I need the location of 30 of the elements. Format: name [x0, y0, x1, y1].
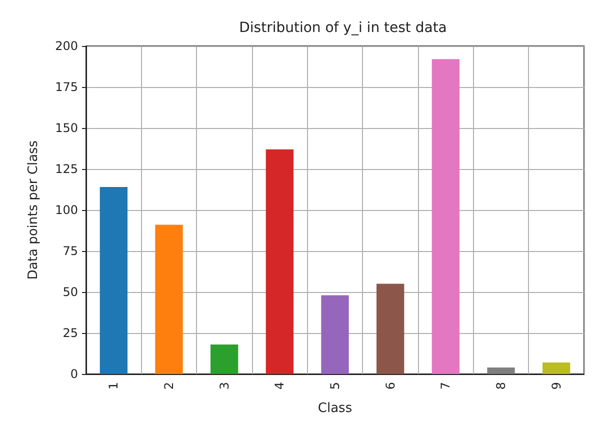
- y-tick-label: 175: [55, 80, 78, 94]
- bar: [321, 295, 349, 374]
- y-tick-label: 25: [62, 326, 78, 340]
- x-tick-label: 7: [438, 382, 453, 390]
- x-tick-label: 8: [494, 382, 508, 390]
- y-tick-label: 100: [55, 203, 78, 217]
- bar: [487, 367, 515, 374]
- y-tick-label: 50: [62, 285, 78, 299]
- bar: [266, 149, 294, 374]
- x-tick-label: 1: [106, 382, 121, 390]
- x-tick-label: 4: [272, 382, 287, 390]
- bar: [432, 59, 460, 374]
- y-tick-label: 150: [55, 121, 78, 135]
- y-tick-label: 0: [70, 367, 78, 381]
- x-tick-label: 3: [217, 382, 232, 390]
- x-tick-label: 9: [549, 382, 564, 390]
- y-tick-label: 125: [55, 162, 78, 176]
- chart-title: Distribution of y_i in test data: [239, 20, 447, 36]
- bar: [542, 362, 570, 374]
- bar: [376, 284, 404, 374]
- bar: [155, 224, 183, 374]
- y-tick-label: 200: [55, 39, 78, 53]
- x-tick-label: 6: [383, 382, 398, 390]
- bar: [100, 187, 128, 374]
- y-axis-title: Data points per Class: [26, 140, 41, 280]
- x-tick-label: 5: [328, 382, 342, 390]
- x-axis-title: Class: [318, 401, 352, 416]
- x-tick-label: 2: [162, 382, 176, 390]
- bar: [210, 344, 238, 374]
- y-tick-label: 75: [62, 244, 78, 258]
